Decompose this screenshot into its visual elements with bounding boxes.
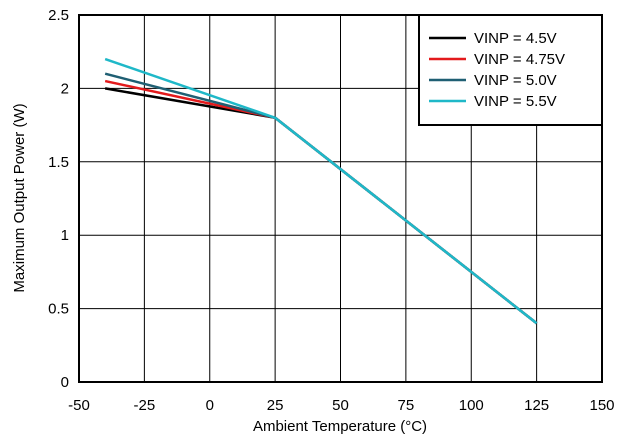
plot-frame [78, 14, 603, 383]
x-tick-label: 0 [206, 397, 214, 414]
x-tick-label: 150 [589, 397, 614, 414]
x-tick-label: 125 [524, 397, 549, 414]
x-tick-label: 50 [332, 397, 349, 414]
y-tick-label: 1 [61, 227, 69, 244]
legend-entry: VINP = 4.5V [474, 30, 557, 47]
y-tick-label: 0.5 [48, 301, 69, 318]
legend-box [418, 14, 603, 126]
y-axis-label: Maximum Output Power (W) [11, 103, 28, 292]
legend-entry: VINP = 5.5V [474, 93, 557, 110]
y-tick-label: 2 [61, 80, 69, 97]
series-line [104, 57, 538, 325]
series-layer [104, 57, 538, 325]
legend-entry: VINP = 4.75V [474, 51, 565, 68]
x-axis-label: Ambient Temperature (°C) [253, 418, 427, 435]
y-tick-label: 1.5 [48, 154, 69, 171]
x-tick-label: 75 [398, 397, 415, 414]
x-tick-label: -50 [68, 397, 90, 414]
y-tick-label: 2.5 [48, 7, 69, 24]
y-tick-labels: 0 0.5 1 1.5 2 2.5 [48, 7, 69, 391]
legend: VINP = 4.5V VINP = 4.75V VINP = 5.0V VINP =… [418, 14, 603, 126]
x-tick-label: 25 [267, 397, 284, 414]
x-tick-label: 100 [459, 397, 484, 414]
x-tick-label: -25 [134, 397, 156, 414]
y-tick-label: 0 [61, 374, 69, 391]
x-tick-labels: -50 -25 0 25 50 75 100 125 150 [68, 397, 614, 414]
legend-entry: VINP = 5.0V [474, 72, 557, 89]
